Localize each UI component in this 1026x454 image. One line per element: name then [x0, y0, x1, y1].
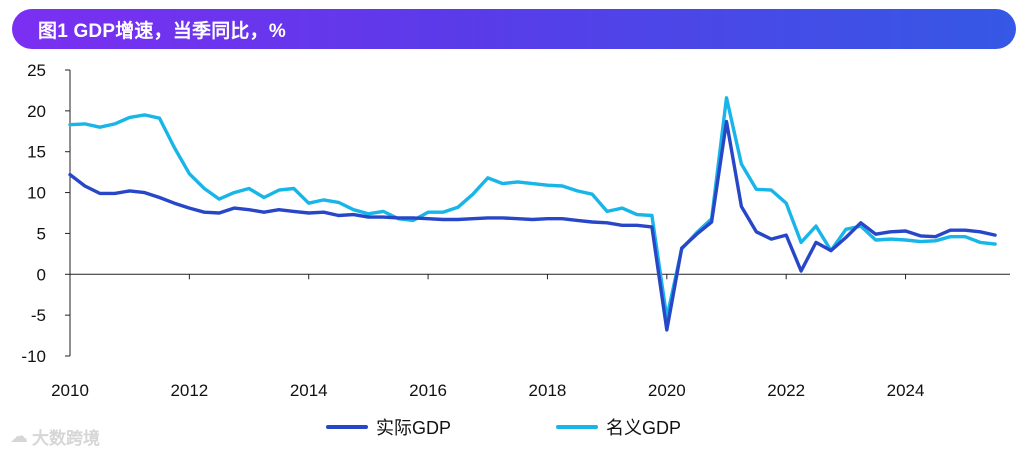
y-tick-label: 5: [37, 224, 46, 243]
chart-title-bar: 图1 GDP增速，当季同比，%: [12, 9, 1016, 49]
y-tick-label: 20: [27, 102, 46, 121]
x-tick-label: 2010: [51, 381, 89, 400]
x-tick-label: 2016: [409, 381, 447, 400]
legend-label-nominal-gdp: 名义GDP: [606, 418, 682, 438]
legend-item-nominal-gdp: 名义GDP: [556, 414, 681, 440]
y-tick-label: 15: [27, 143, 46, 162]
x-tick-label: 2024: [887, 381, 925, 400]
x-tick-label: 2022: [767, 381, 805, 400]
series-line-real-gdp: [68, 119, 997, 332]
cloud-chat-icon: ☁: [10, 426, 28, 446]
y-tick-label: 10: [27, 184, 46, 203]
series-line-nominal-gdp: [68, 96, 997, 320]
watermark-text: 大数跨境: [32, 429, 100, 448]
legend-item-real-gdp: 实际GDP: [326, 414, 451, 440]
y-tick-label: -10: [21, 347, 46, 366]
y-tick-label: 0: [37, 265, 46, 284]
chart-title: 图1 GDP增速，当季同比，%: [38, 20, 286, 42]
y-tick-label: 25: [27, 61, 46, 80]
x-tick-label: 2020: [648, 381, 686, 400]
legend-label-real-gdp: 实际GDP: [376, 418, 452, 438]
legend-swatch-real-gdp: [326, 425, 368, 429]
x-tick-label: 2012: [170, 381, 208, 400]
watermark: ☁ 大数跨境: [10, 424, 100, 449]
chart-legend: 实际GDP 名义GDP: [0, 414, 1026, 444]
y-tick-label: -5: [31, 306, 46, 325]
x-tick-label: 2018: [529, 381, 567, 400]
legend-swatch-nominal-gdp: [556, 425, 598, 429]
x-tick-label: 2014: [290, 381, 328, 400]
